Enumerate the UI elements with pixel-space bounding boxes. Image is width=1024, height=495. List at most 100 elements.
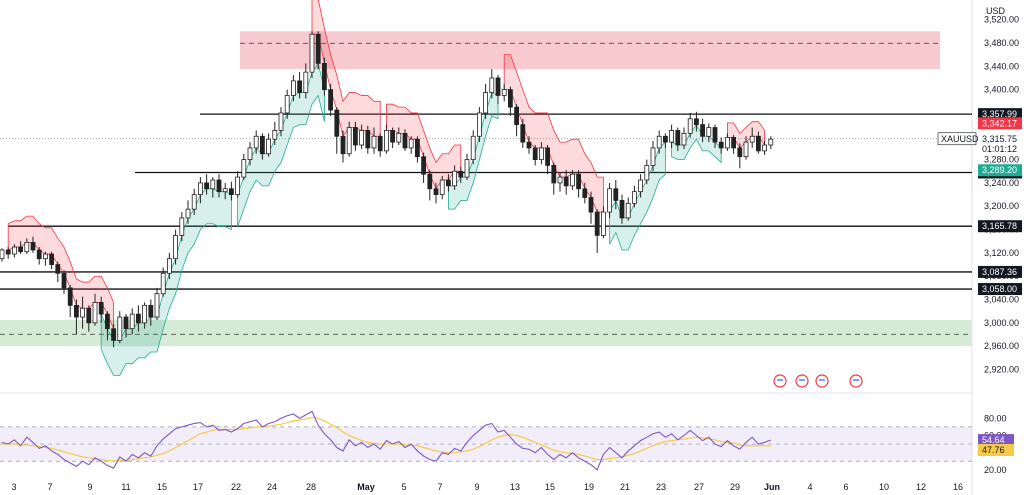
rsi-ma-label: 47.76: [982, 445, 1005, 455]
candle-body: [148, 304, 154, 318]
time-tick-label: 7: [437, 482, 442, 492]
zones-layer: [0, 31, 972, 347]
candle-body: [247, 147, 253, 160]
price-axis[interactable]: USD3,520.003,480.003,440.003,400.003,360…: [984, 6, 1019, 475]
last-price-badge: [978, 132, 1022, 155]
level-badge: [978, 265, 1022, 278]
upper-stop-badge-label: 3,342.17: [982, 118, 1017, 128]
candle-body: [526, 141, 532, 149]
candle-body: [359, 130, 365, 146]
candle-body: [74, 304, 79, 318]
candle-body: [650, 147, 656, 166]
time-tick-label: 3: [11, 482, 16, 492]
levels-layer: [0, 113, 972, 290]
candle-body: [712, 127, 718, 143]
candle-body: [309, 33, 315, 73]
time-tick-label: 10: [879, 482, 889, 492]
candle-body: [433, 188, 439, 195]
time-tick-label: 12: [916, 482, 926, 492]
time-tick-label: 4: [807, 482, 812, 492]
candle-body: [55, 264, 61, 274]
candle-body: [80, 307, 85, 318]
candle-body: [160, 272, 166, 295]
candle-body: [439, 179, 445, 195]
time-tick-label: 28: [306, 482, 316, 492]
level-badge-label: 3,087.36: [982, 267, 1017, 277]
candle-body: [545, 147, 550, 166]
candle-body: [142, 304, 148, 324]
level-badge-label: 3,058.00: [982, 284, 1017, 294]
candle-body: [421, 156, 427, 175]
candle-body: [507, 89, 513, 108]
candle-body: [284, 95, 290, 114]
rsi-ma-line: [2, 416, 771, 462]
level-badge: [978, 220, 1022, 233]
candle-body: [123, 316, 129, 330]
economic-event-icon: [849, 374, 863, 388]
candle-body: [390, 130, 396, 143]
candle-body: [613, 188, 619, 201]
price-tick-label: 3,000.00: [984, 318, 1019, 328]
price-tick-label: 3,040.00: [984, 295, 1019, 305]
candle-body: [638, 179, 643, 193]
time-tick-label: 23: [656, 482, 666, 492]
symbol-badge-label: XAUUSD: [941, 134, 979, 144]
candle-body: [718, 141, 724, 149]
candle-body: [414, 138, 420, 158]
events-layer: [773, 374, 863, 388]
time-tick-label: 15: [157, 482, 167, 492]
economic-event-icon: [795, 374, 809, 388]
candle-body: [272, 130, 278, 140]
level-badge: [978, 108, 1022, 121]
candle-body: [371, 135, 377, 149]
rsi-value-label: 54.64: [982, 435, 1005, 445]
price-tick-label: 3,520.00: [984, 15, 1019, 25]
price-tick-label: 3,240.00: [984, 178, 1019, 188]
rsi-ma-badge: [978, 444, 1014, 457]
candle-body: [458, 170, 464, 178]
candle-body: [315, 33, 321, 64]
candle-body: [749, 135, 755, 143]
candle-body: [98, 302, 104, 315]
candles-layer: [0, 31, 774, 348]
candle-body: [427, 173, 433, 190]
time-axis[interactable]: 3 7 9 11 15 17 22 24 28 May 5 7 9 13 15 19 21 23 27 29 Jun 4 6…: [11, 482, 963, 492]
trailing-stop-lower: [237, 62, 325, 227]
candle-body: [539, 147, 544, 160]
price-tick-label: 2,920.00: [984, 365, 1019, 375]
currency-label: USD: [986, 6, 1006, 16]
candle-body: [483, 92, 489, 114]
candle-body: [762, 144, 767, 152]
candle-body: [278, 112, 284, 131]
price-tick-label: 3,200.00: [984, 201, 1019, 211]
time-tick-label: 9: [87, 482, 92, 492]
price-tick-label: 3,440.00: [984, 61, 1019, 71]
price-tick-label: 3,120.00: [984, 248, 1019, 258]
candle-body: [731, 137, 736, 149]
time-tick-label: 6: [843, 482, 848, 492]
candle-body: [706, 127, 712, 137]
candle-body: [117, 316, 123, 341]
candle-body: [476, 112, 482, 137]
time-tick-label: 13: [510, 482, 520, 492]
time-tick-label: 16: [953, 482, 963, 492]
candle-body: [402, 132, 408, 149]
candle-body: [625, 202, 631, 219]
candle-body: [601, 211, 606, 236]
rsi-tick-label: 20.00: [984, 465, 1007, 475]
time-tick-label: 17: [193, 482, 203, 492]
candle-body: [582, 188, 588, 198]
candle-body: [576, 173, 581, 190]
time-tick-label: 24: [267, 482, 277, 492]
rsi-value-badge: [978, 434, 1014, 447]
economic-event-icon: [773, 374, 787, 388]
time-tick-label: 21: [620, 482, 630, 492]
candle-body: [5, 249, 11, 255]
candle-body: [669, 130, 674, 143]
economic-event-icon: [815, 374, 829, 388]
candle-body: [607, 188, 612, 213]
time-tick-label: May: [357, 482, 375, 492]
candle-body: [352, 127, 358, 146]
candle-body: [632, 191, 637, 204]
